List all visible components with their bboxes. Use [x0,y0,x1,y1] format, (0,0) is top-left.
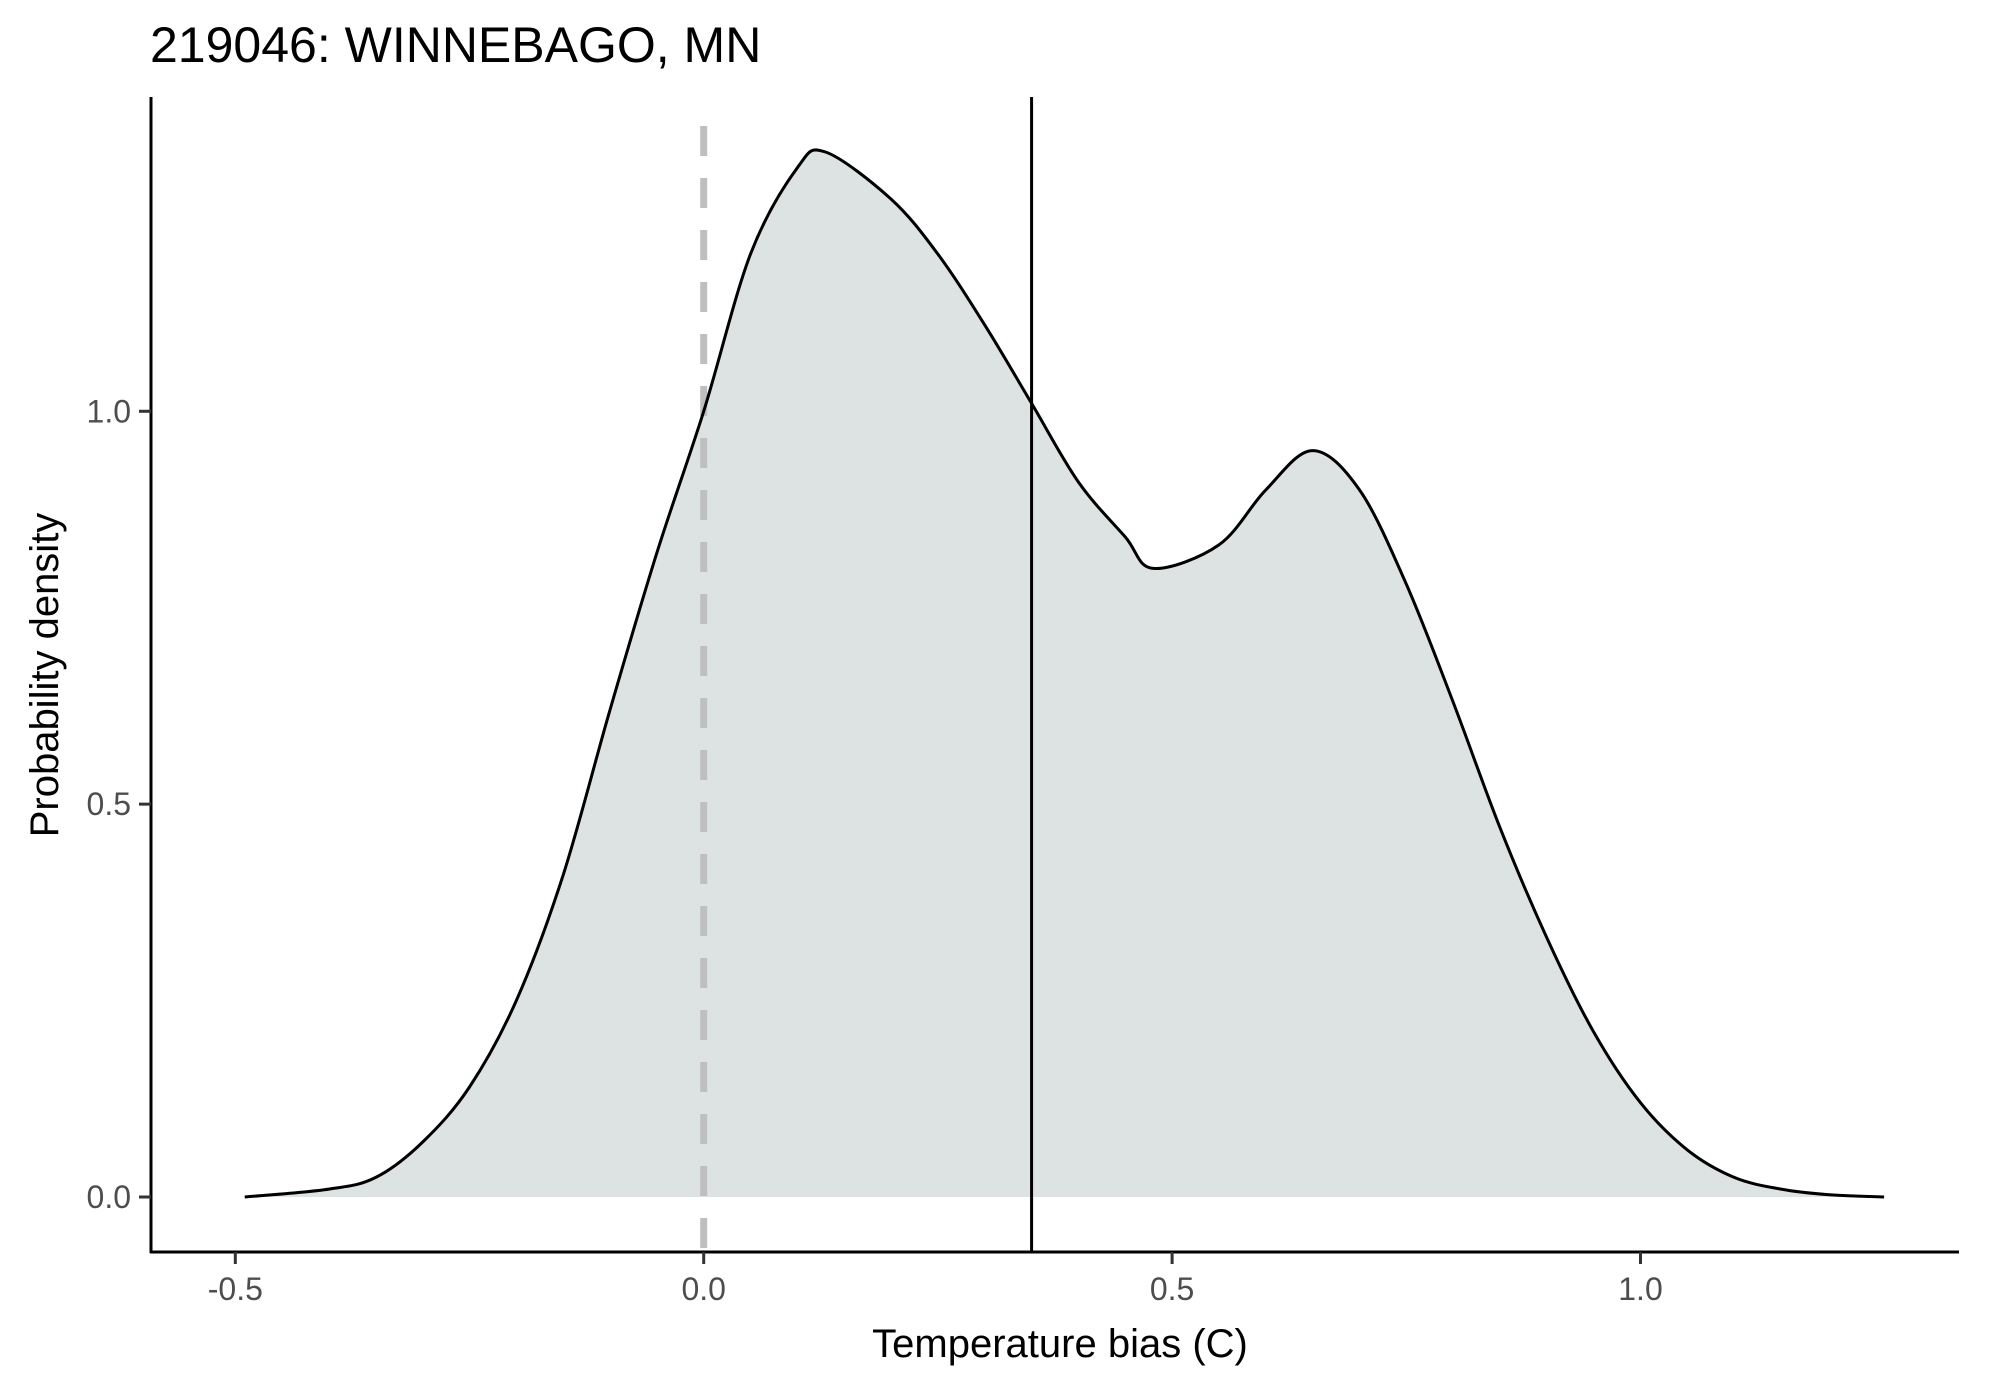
y-axis-title: Probability density [23,513,67,838]
x-axis-title: Temperature bias (C) [872,1322,1248,1366]
y-tick-label: 0.5 [87,786,131,822]
x-tick-label: 0.5 [1150,1271,1194,1307]
density-curve [244,148,1885,1199]
plot-area [244,97,1885,1252]
y-tick-label: 1.0 [87,393,131,429]
chart-title: 219046: WINNEBAGO, MN [150,17,761,73]
x-tick-label: -0.5 [208,1271,263,1307]
x-tick-label: 1.0 [1618,1271,1662,1307]
density-fill [244,149,1885,1197]
x-axis-ticks: -0.5 0.0 0.5 1.0 [208,1252,1663,1307]
x-tick-label: 0.0 [681,1271,725,1307]
y-axis-ticks: 0.0 0.5 1.0 [87,393,151,1215]
y-tick-label: 0.0 [87,1179,131,1215]
